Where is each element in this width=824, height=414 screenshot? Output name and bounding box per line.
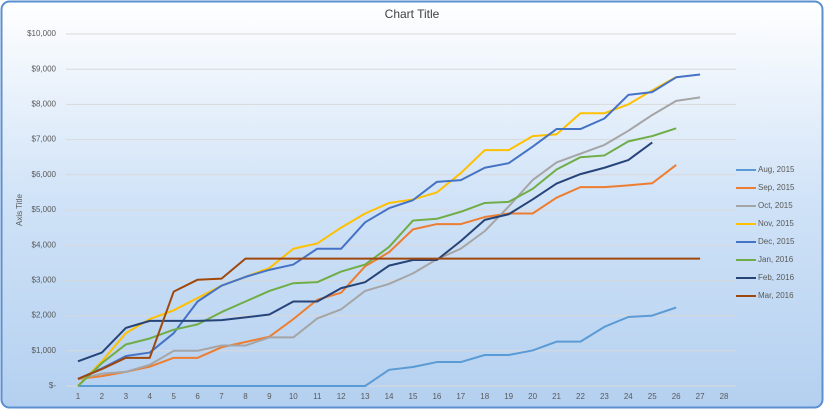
series-line [77, 127, 677, 387]
x-tick-label: 7 [219, 392, 224, 401]
y-tick-label: $10,000 [27, 29, 56, 38]
y-tick-label: $4,000 [32, 240, 57, 249]
y-tick-label: $2,000 [32, 311, 57, 320]
legend-label: Dec, 2015 [758, 237, 795, 246]
y-tick-label: $3,000 [32, 276, 57, 285]
x-tick-label: 4 [148, 392, 153, 401]
legend-label: Nov, 2015 [758, 219, 794, 228]
x-tick-label: 19 [504, 392, 513, 401]
x-tick-label: 17 [456, 392, 465, 401]
x-tick-label: 28 [720, 392, 729, 401]
x-tick-label: 24 [624, 392, 633, 401]
y-tick-label: $1,000 [32, 346, 57, 355]
legend-label: Aug, 2015 [758, 165, 795, 174]
x-tick-label: 25 [648, 392, 657, 401]
x-tick-label: 12 [337, 392, 346, 401]
y-tick-label: $5,000 [32, 205, 57, 214]
legend-label: Sep, 2015 [758, 183, 795, 192]
x-tick-label: 8 [243, 392, 248, 401]
x-tick-label: 27 [696, 392, 705, 401]
x-tick-label: 26 [672, 392, 681, 401]
y-tick-label: $7,000 [32, 135, 57, 144]
x-tick-label: 23 [600, 392, 609, 401]
series-line [77, 306, 677, 387]
x-tick-label: 11 [313, 392, 322, 401]
x-tick-label: 22 [576, 392, 585, 401]
y-tick-label: $6,000 [32, 170, 57, 179]
x-tick-label: 16 [432, 392, 441, 401]
series-line [77, 76, 677, 387]
y-tick-label: $9,000 [32, 64, 57, 73]
x-tick-label: 20 [528, 392, 537, 401]
series-line [77, 257, 701, 380]
y-axis-title: Axis Title [15, 193, 24, 226]
x-tick-label: 9 [267, 392, 272, 401]
series-line [77, 73, 701, 380]
x-tick-label: 3 [124, 392, 129, 401]
x-tick-label: 1 [76, 392, 81, 401]
x-tick-label: 21 [552, 392, 561, 401]
legend-label: Mar, 2016 [758, 291, 794, 300]
x-tick-label: 6 [195, 392, 200, 401]
series-line [77, 141, 653, 363]
x-tick-label: 5 [171, 392, 176, 401]
x-tick-label: 18 [480, 392, 489, 401]
legend-label: Feb, 2016 [758, 273, 795, 282]
legend-label: Jan, 2016 [758, 255, 794, 264]
x-tick-label: 15 [409, 392, 418, 401]
x-tick-label: 13 [361, 392, 370, 401]
series-line [77, 96, 701, 380]
y-tick-label: $8,000 [32, 100, 57, 109]
x-tick-label: 14 [385, 392, 394, 401]
legend-label: Oct, 2015 [758, 201, 793, 210]
x-tick-label: 10 [289, 392, 298, 401]
y-tick-label: $- [49, 381, 56, 390]
chart-title: Chart Title [385, 7, 440, 21]
x-tick-label: 2 [100, 392, 105, 401]
